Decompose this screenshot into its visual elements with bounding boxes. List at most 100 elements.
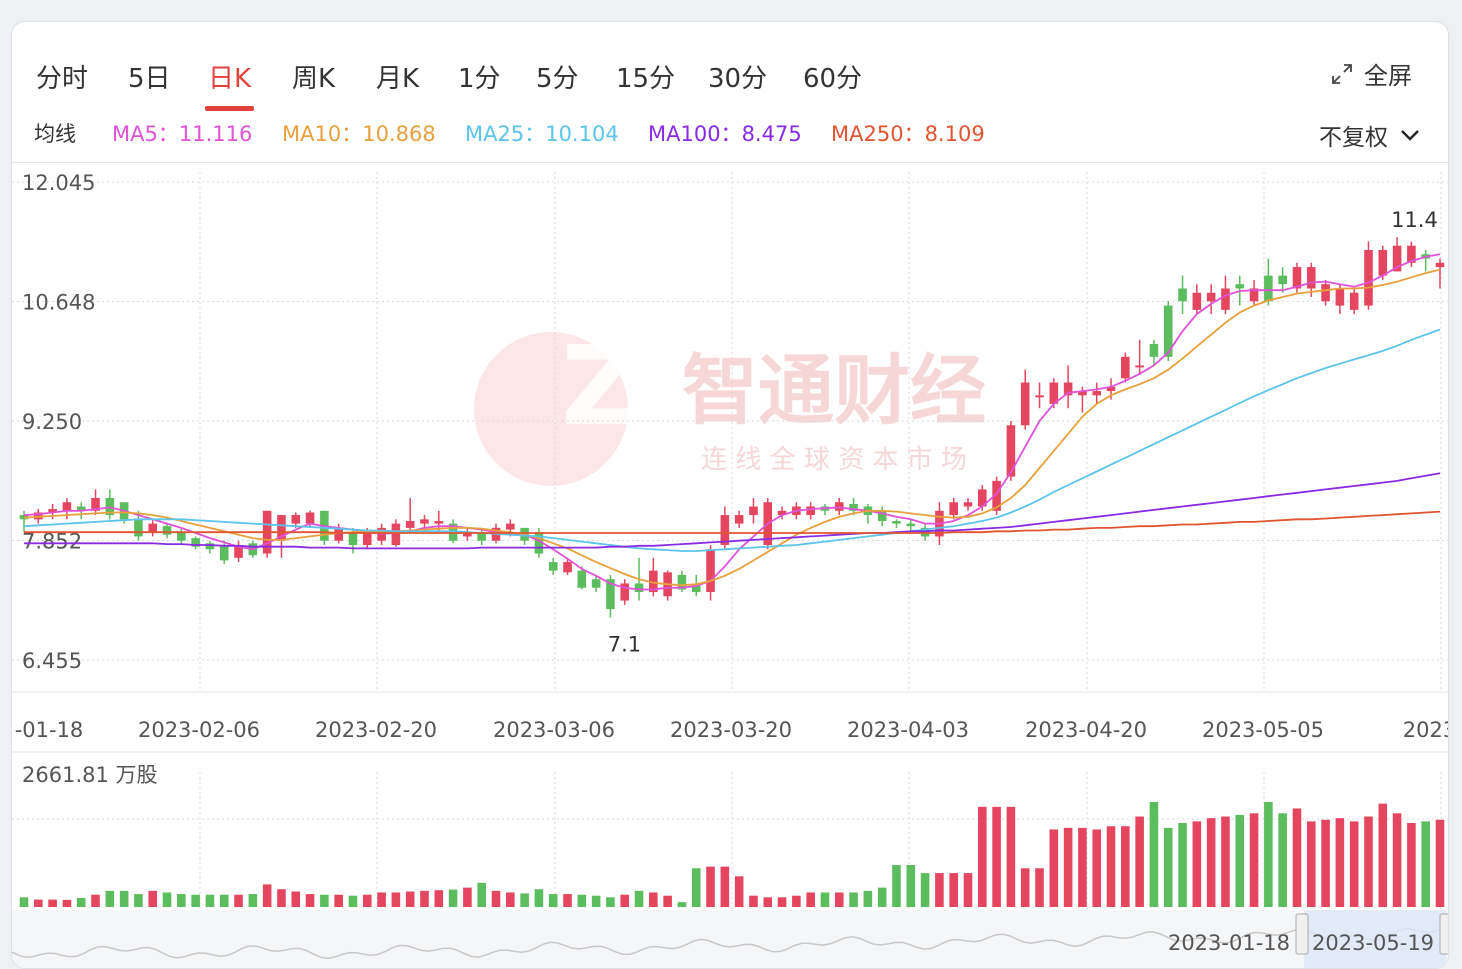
volume-bar (248, 894, 258, 907)
candle (992, 480, 1001, 511)
volume-bar (1349, 821, 1359, 907)
candle (76, 506, 86, 511)
tab-7[interactable]: 15分 (616, 58, 675, 95)
volume-bar (119, 890, 129, 907)
candle (1278, 275, 1287, 285)
x-tick-label: 2023-0 (1403, 718, 1448, 742)
watermark-title: 智通财经 (682, 346, 986, 435)
tab-label: 15分 (616, 64, 676, 94)
y-tick-label: 7.852 (22, 530, 82, 554)
candle (205, 543, 215, 550)
tab-0[interactable]: 分时 (36, 58, 88, 95)
navigator-left-handle[interactable] (1295, 913, 1309, 955)
tab-9[interactable]: 60分 (803, 58, 862, 95)
x-tick-label: 2023-04-20 (1025, 718, 1147, 742)
candle (1035, 395, 1044, 398)
ma-item-1: MA10：10.868 (282, 122, 436, 146)
candle (91, 497, 100, 511)
volume-bar (634, 890, 644, 907)
candle (949, 502, 958, 516)
high-label: 11.4 (1391, 208, 1438, 232)
ma-item-0: MA5：11.116 (112, 122, 253, 146)
candle (219, 544, 229, 561)
candle (420, 519, 429, 524)
candle (1264, 275, 1273, 302)
volume-bar (763, 897, 773, 907)
volume-bar (1092, 829, 1102, 907)
navigator-window (1304, 910, 1446, 968)
volume-bar (792, 895, 801, 907)
candle (691, 583, 701, 593)
volume-bar (949, 873, 958, 907)
x-tick-label: 2023-02-06 (138, 718, 260, 742)
tab-5[interactable]: 1分 (458, 58, 501, 95)
volume-bar (1106, 826, 1116, 907)
volume-bar (91, 894, 100, 907)
adjust-select[interactable]: 不复权 (1319, 118, 1422, 152)
candle (634, 583, 644, 593)
candle (1006, 425, 1016, 477)
volume-bar (920, 873, 930, 907)
volume-bar (405, 891, 415, 907)
volume-bar (162, 892, 172, 907)
volume-bar (362, 894, 372, 907)
volume-bar (1278, 813, 1287, 907)
candle (563, 562, 572, 573)
x-tick-label: -01-18 (15, 718, 84, 742)
candle (1292, 267, 1302, 289)
candle (463, 532, 472, 537)
volume-bar (506, 892, 515, 907)
candle (777, 510, 787, 516)
tab-8[interactable]: 30分 (708, 58, 767, 95)
volume-bar (649, 892, 658, 907)
navigator-right-handle[interactable] (1439, 913, 1448, 955)
candle (706, 549, 715, 593)
volume-bar (1121, 826, 1130, 907)
candle (191, 538, 200, 547)
candle (48, 509, 57, 513)
tab-2[interactable]: 日K (205, 58, 255, 111)
x-tick-label: 2023-05-05 (1202, 718, 1324, 742)
volume-bar (577, 894, 587, 907)
candle (1349, 292, 1359, 310)
volume-bar (1135, 816, 1144, 907)
volume-bar (62, 899, 72, 907)
expand-icon (1332, 63, 1352, 84)
volume-bar (277, 889, 286, 907)
volume-bar (548, 894, 558, 907)
volume-bar (1407, 823, 1416, 907)
volume-bar (134, 894, 143, 907)
volume-bar (849, 892, 858, 907)
ma-item-2: MA25：10.104 (465, 122, 619, 146)
tab-3[interactable]: 周K (292, 58, 335, 95)
volume-bar (534, 889, 544, 907)
period-tabs: 分时 5日 日K 周K 月K 1分 5分 15分 30分 60分 (12, 48, 1448, 111)
candle (1206, 292, 1216, 302)
volume-bar (1335, 818, 1345, 907)
fullscreen-button[interactable]: 全屏 (1330, 56, 1412, 91)
volume-bar (1049, 829, 1059, 907)
y-tick-label: 10.648 (22, 290, 95, 314)
volume-bar (391, 892, 401, 907)
candle (62, 502, 72, 511)
candle (305, 512, 315, 524)
candle (162, 526, 172, 535)
tab-1[interactable]: 5日 (128, 58, 171, 95)
tab-6[interactable]: 5分 (536, 58, 579, 95)
tab-4[interactable]: 月K (376, 58, 419, 95)
candle (1049, 382, 1059, 404)
candle (978, 489, 987, 507)
volume-bar (377, 892, 386, 907)
volume-bar (1292, 808, 1302, 907)
candle (1392, 245, 1402, 272)
ma-title: 均线 (34, 122, 76, 146)
volume-bar (1178, 823, 1187, 907)
volume-bar (1364, 816, 1373, 907)
volume-bar (606, 897, 615, 907)
candle (391, 523, 401, 545)
candle (405, 521, 415, 528)
volume-bar (734, 876, 744, 907)
candle (434, 521, 444, 524)
volume-bar (291, 891, 301, 907)
